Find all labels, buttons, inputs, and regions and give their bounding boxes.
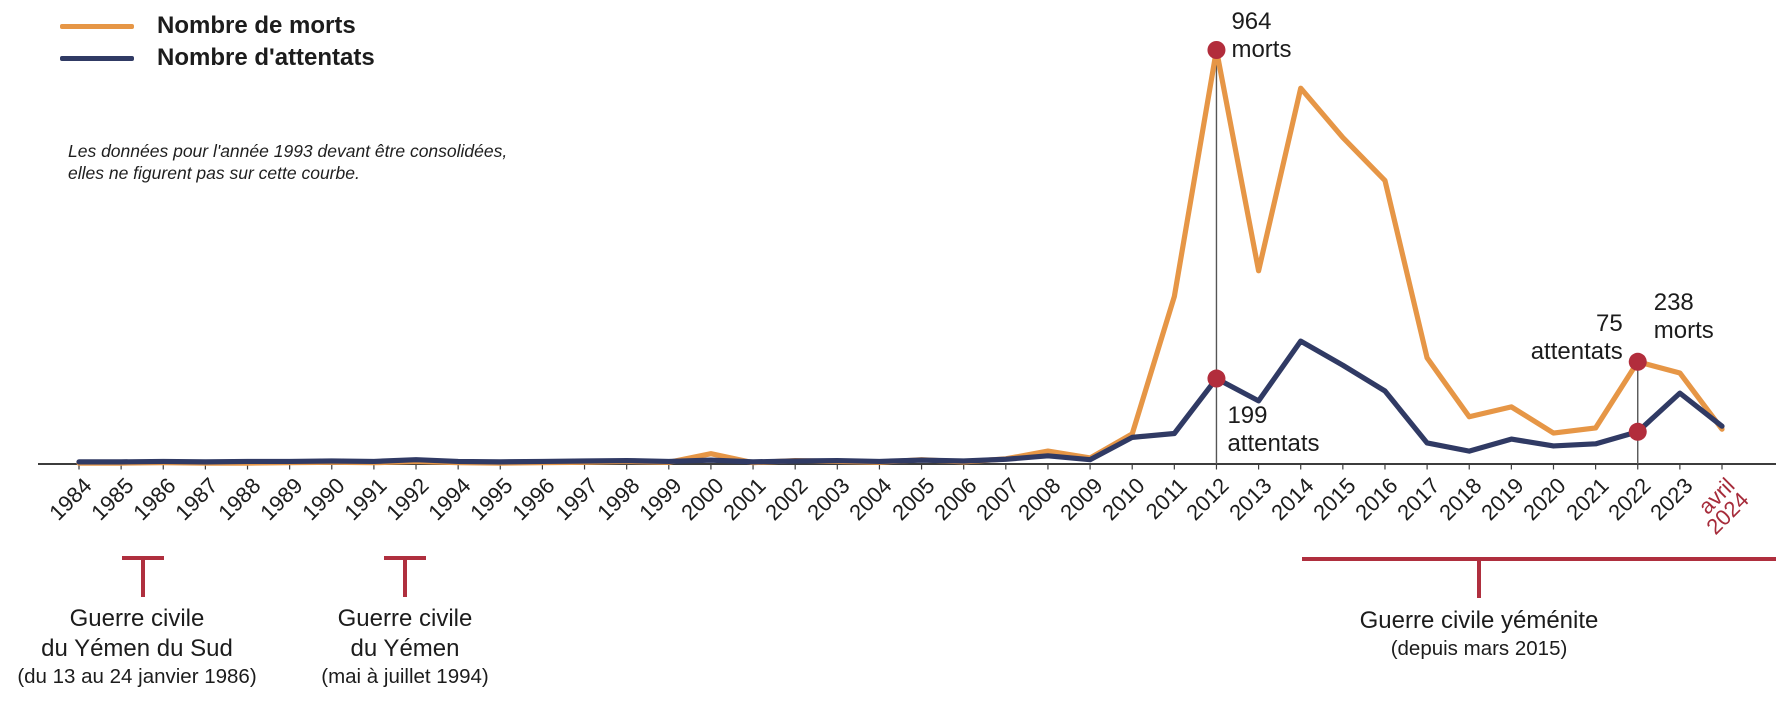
event-label-yemen-war-1994: Guerre civile du Yémen (mai à juillet 19… — [255, 604, 555, 690]
marker-value: 199 — [1227, 402, 1268, 429]
event-label-yemeni-civil-war: Guerre civile yéménite (depuis mars 2015… — [1299, 606, 1659, 662]
event-bracket-stem — [1477, 557, 1481, 598]
marker-value: 75 — [1596, 310, 1623, 337]
legend-item-attentats: Nombre d'attentats — [60, 42, 375, 74]
morts-line — [76, 47, 1725, 466]
marker-unit: morts — [1653, 317, 1714, 344]
event-title-line2: du Yémen du Sud — [41, 635, 233, 662]
legend-item-morts: Nombre de morts — [60, 10, 375, 42]
event-subtitle: (mai à juillet 1994) — [321, 665, 489, 688]
legend-label-morts: Nombre de morts — [157, 12, 356, 39]
event-tick-stem-1994 — [403, 556, 407, 597]
marker-label-238-morts: 238 morts — [1654, 289, 1714, 345]
data-note-1993: Les données pour l'année 1993 devant êtr… — [68, 141, 508, 184]
attentats-line — [76, 338, 1725, 465]
marker-unit: attentats — [1227, 430, 1320, 457]
marker-label-199-attentats: 199 attentats — [1227, 402, 1319, 458]
marker-unit: morts — [1231, 36, 1292, 63]
event-subtitle: (du 13 au 24 janvier 1986) — [17, 665, 257, 688]
marker-label-75-attentats: 75 attentats — [1531, 310, 1623, 366]
marker-value: 964 — [1231, 8, 1272, 35]
legend-swatch-attentats — [60, 55, 134, 61]
marker-unit: attentats — [1530, 338, 1623, 365]
event-subtitle: (depuis mars 2015) — [1390, 637, 1568, 660]
marker-dot-964 — [1207, 41, 1226, 59]
event-title-line2: du Yémen — [350, 635, 460, 662]
event-title-line1: Guerre civile yéménite — [1359, 607, 1599, 634]
event-title-line1: Guerre civile — [69, 605, 205, 632]
marker-dot-238 — [1628, 352, 1647, 371]
event-tick-stem-1986 — [141, 556, 145, 597]
marker-label-964-morts: 964 morts — [1231, 8, 1291, 64]
event-bracket-yemeni-civil-war — [1302, 557, 1776, 561]
event-label-south-yemen-war: Guerre civile du Yémen du Sud (du 13 au … — [0, 604, 287, 690]
marker-dot-199 — [1207, 369, 1226, 388]
marker-value: 238 — [1653, 289, 1694, 316]
marker-dot-75 — [1628, 422, 1647, 441]
legend-swatch-morts — [60, 23, 134, 29]
event-title-line1: Guerre civile — [337, 605, 473, 632]
legend: Nombre de morts Nombre d'attentats — [60, 10, 375, 74]
legend-label-attentats: Nombre d'attentats — [157, 44, 375, 71]
